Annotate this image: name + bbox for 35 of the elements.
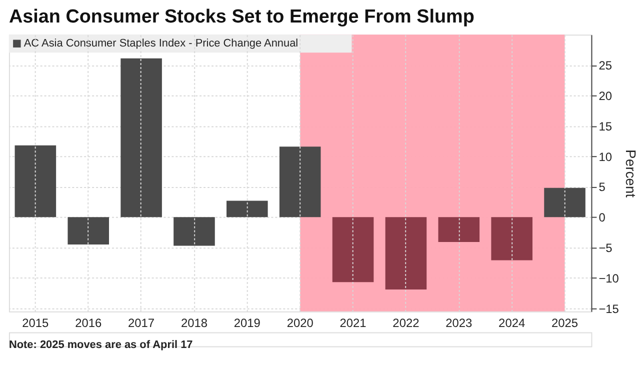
bar — [491, 217, 532, 260]
x-tick-label: 2019 — [234, 316, 261, 330]
bar — [120, 58, 162, 218]
legend-label: AC Asia Consumer Staples Index - Price Change Annual — [24, 38, 298, 50]
bar — [14, 145, 56, 218]
x-tick-label: 2025 — [551, 316, 578, 330]
x-tick-label: 2022 — [392, 316, 420, 330]
bar — [174, 217, 215, 246]
bar — [438, 217, 480, 242]
bar — [68, 217, 110, 244]
chart-title: Asian Consumer Stocks Set to Emerge From Slump — [8, 6, 474, 28]
y-tick-label: −15 — [598, 302, 620, 316]
bar — [279, 146, 321, 218]
y-tick-label: −5 — [598, 241, 613, 255]
y-tick-label: −10 — [598, 271, 620, 286]
bar — [332, 217, 374, 282]
bar — [385, 217, 427, 290]
y-tick-label: 0 — [598, 210, 606, 225]
x-tick-label: 2016 — [75, 316, 102, 330]
y-tick-label: 20 — [598, 88, 612, 103]
bar — [226, 200, 268, 218]
y-tick-label: 5 — [598, 180, 606, 194]
y-tick-label: 10 — [598, 150, 612, 164]
y-axis-title: Percent — [622, 150, 639, 198]
y-tick-label: 15 — [598, 119, 612, 134]
x-tick-label: 2018 — [180, 316, 208, 330]
x-tick-label: 2015 — [22, 316, 50, 330]
x-tick-label: 2017 — [128, 316, 155, 330]
x-tick-label: 2020 — [286, 316, 314, 330]
x-tick-label: 2021 — [340, 316, 367, 330]
y-tick-label: 25 — [598, 58, 612, 73]
x-tick-label: 2023 — [446, 316, 473, 330]
text: Note: 2025 moves are as of April 17 — [8, 339, 193, 352]
x-tick-label: 2024 — [498, 316, 526, 330]
bar — [544, 188, 586, 218]
